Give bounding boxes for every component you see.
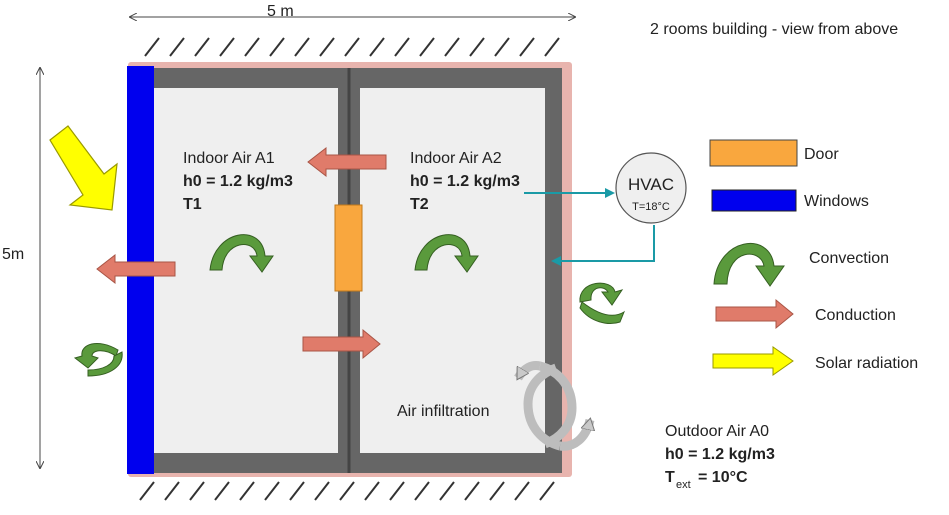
hvac-unit — [615, 152, 687, 224]
hatch-mark — [494, 37, 510, 57]
legend-window-swatch — [711, 189, 797, 212]
hatch-mark — [264, 481, 280, 501]
outdoor-name: Outdoor Air A0 — [665, 423, 769, 440]
hatch-mark — [394, 37, 410, 57]
hatch-mark — [414, 481, 430, 501]
legend-solar-icon — [712, 346, 794, 376]
hvac-label: HVAC — [628, 175, 674, 194]
hvac-setpoint: T=18°C — [632, 201, 670, 213]
hatch-mark — [194, 37, 210, 57]
hatch-mark — [389, 481, 405, 501]
hatch-mark — [314, 481, 330, 501]
legend-convection-icon — [713, 242, 785, 287]
hatch-mark — [419, 37, 435, 57]
convection-arrow-outdoor-right — [579, 282, 624, 306]
hatch-mark — [219, 37, 235, 57]
room2-density: h0 = 1.2 kg/m3 — [410, 173, 520, 190]
hatch-mark — [444, 37, 460, 57]
hatch-mark — [239, 481, 255, 501]
convection-arrow-room2 — [414, 234, 479, 273]
convection-arrow-room1 — [209, 234, 274, 273]
hatch-mark — [319, 37, 335, 57]
hatch-mark — [144, 37, 160, 57]
ground-hatch-top — [144, 37, 560, 57]
outdoor-density: h0 = 1.2 kg/m3 — [665, 446, 775, 463]
legend-conduction-icon — [715, 298, 794, 330]
room1-floor — [153, 88, 338, 453]
hatch-mark — [189, 481, 205, 501]
hvac-return-line — [551, 225, 655, 266]
height-label: 5m — [2, 246, 24, 263]
hatch-mark — [489, 481, 505, 501]
room1-density: h0 = 1.2 kg/m3 — [183, 173, 293, 190]
hatch-mark — [164, 481, 180, 501]
hatch-mark — [464, 481, 480, 501]
hatch-mark — [339, 481, 355, 501]
room1-temp: T1 — [183, 196, 202, 213]
legend-conduction-label: Conduction — [815, 307, 896, 324]
hatch-mark — [514, 481, 530, 501]
hatch-mark — [539, 481, 555, 501]
hatch-mark — [294, 37, 310, 57]
ground-hatch-bottom — [139, 481, 555, 501]
legend-solar-label: Solar radiation — [815, 355, 918, 372]
solar-radiation-arrow — [49, 125, 118, 211]
air-infiltration-arrows — [514, 361, 590, 451]
conduction-arrow-window — [96, 253, 176, 285]
legend-convection-label: Convection — [809, 250, 889, 267]
conduction-arrow-room2-room1 — [307, 146, 387, 178]
hatch-mark — [344, 37, 360, 57]
width-label: 5 m — [267, 3, 294, 20]
room1-name: Indoor Air A1 — [183, 150, 275, 167]
conduction-arrow-room1-room2 — [302, 328, 381, 360]
outdoor-temp-prefix: T — [665, 469, 675, 486]
hatch-mark — [544, 37, 560, 57]
convection-arrow-outdoor-left — [73, 342, 119, 369]
hatch-mark — [469, 37, 485, 57]
diagram-title: 2 rooms building - view from above — [650, 21, 898, 38]
hatch-mark — [369, 37, 385, 57]
hatch-mark — [519, 37, 535, 57]
room2-name: Indoor Air A2 — [410, 150, 502, 167]
hatch-mark — [289, 481, 305, 501]
legend: Door Windows Convection Conduction Solar… — [709, 139, 918, 376]
hatch-mark — [244, 37, 260, 57]
legend-door-label: Door — [804, 146, 839, 163]
outdoor-temp-subscript: ext — [676, 479, 691, 491]
legend-window-label: Windows — [804, 193, 869, 210]
hatch-mark — [139, 481, 155, 501]
hatch-mark — [214, 481, 230, 501]
legend-door-swatch — [709, 139, 798, 167]
door — [334, 204, 363, 292]
hatch-mark — [169, 37, 185, 57]
infiltration-label: Air infiltration — [397, 403, 489, 420]
hatch-mark — [269, 37, 285, 57]
outdoor-temp-value: = 10°C — [698, 469, 748, 486]
room2-floor — [360, 88, 545, 453]
convection-arrow-outdoor-left-tail — [87, 351, 123, 377]
room2-temp: T2 — [410, 196, 429, 213]
convection-arrow-outdoor-right-tail — [579, 301, 626, 324]
hatch-mark — [439, 481, 455, 501]
hatch-mark — [364, 481, 380, 501]
